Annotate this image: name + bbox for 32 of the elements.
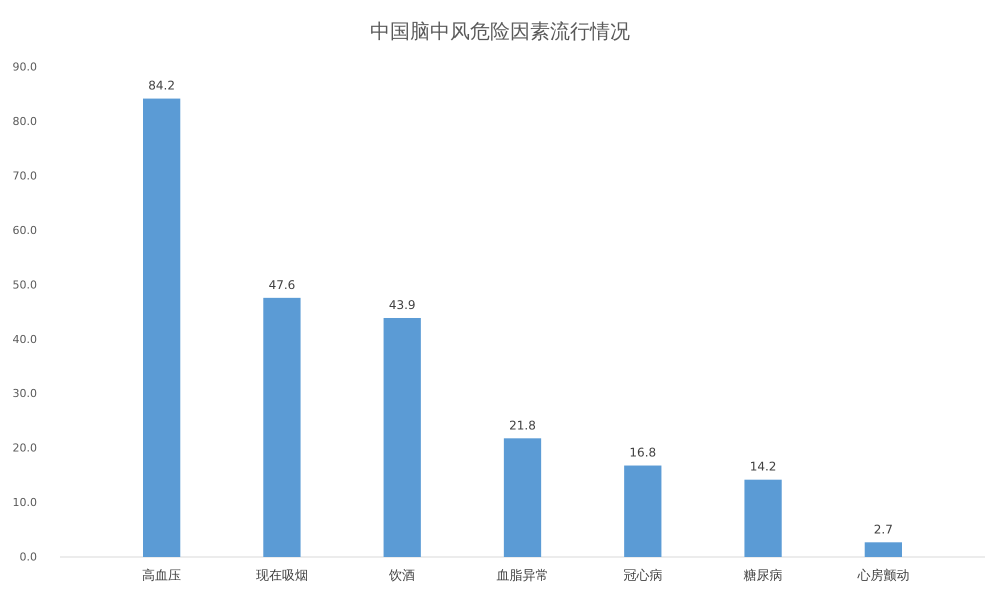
x-tick-label: 饮酒	[388, 568, 416, 584]
bar	[864, 542, 902, 557]
y-tick-label: 10.0	[12, 496, 37, 510]
y-tick-label: 20.0	[12, 442, 37, 455]
y-tick-label: 30.0	[12, 387, 37, 400]
bar	[624, 466, 662, 557]
x-tick-label: 心房颤动	[856, 568, 910, 584]
bar	[142, 98, 180, 557]
y-tick-label: 80.0	[12, 114, 37, 128]
data-label: 14.2	[750, 460, 776, 474]
y-tick-label: 90.0	[12, 60, 37, 74]
chart-title: 中国脑中风危险因素流行情况	[370, 19, 630, 43]
x-tick-label: 高血压	[142, 568, 182, 584]
y-tick-label: 40.0	[12, 332, 37, 346]
x-tick-label: 血脂异常	[496, 568, 548, 584]
bar	[263, 298, 301, 557]
x-tick-label: 冠心病	[623, 568, 662, 584]
y-tick-label: 0.0	[20, 550, 37, 564]
bar	[504, 438, 542, 557]
bar	[744, 480, 782, 557]
data-label: 47.6	[268, 278, 296, 292]
data-label: 2.7	[874, 522, 893, 536]
data-label: 21.8	[509, 418, 536, 432]
y-tick-label: 70.0	[12, 169, 37, 182]
bar	[384, 318, 421, 557]
data-label: 84.2	[148, 78, 175, 93]
x-tick-label: 现在吸烟	[256, 568, 308, 584]
data-label: 16.8	[629, 446, 656, 460]
x-tick-label: 糖尿病	[744, 568, 783, 584]
y-tick-label: 50.0	[12, 278, 37, 292]
data-label: 43.9	[388, 298, 416, 312]
y-tick-label: 60.0	[12, 224, 37, 237]
